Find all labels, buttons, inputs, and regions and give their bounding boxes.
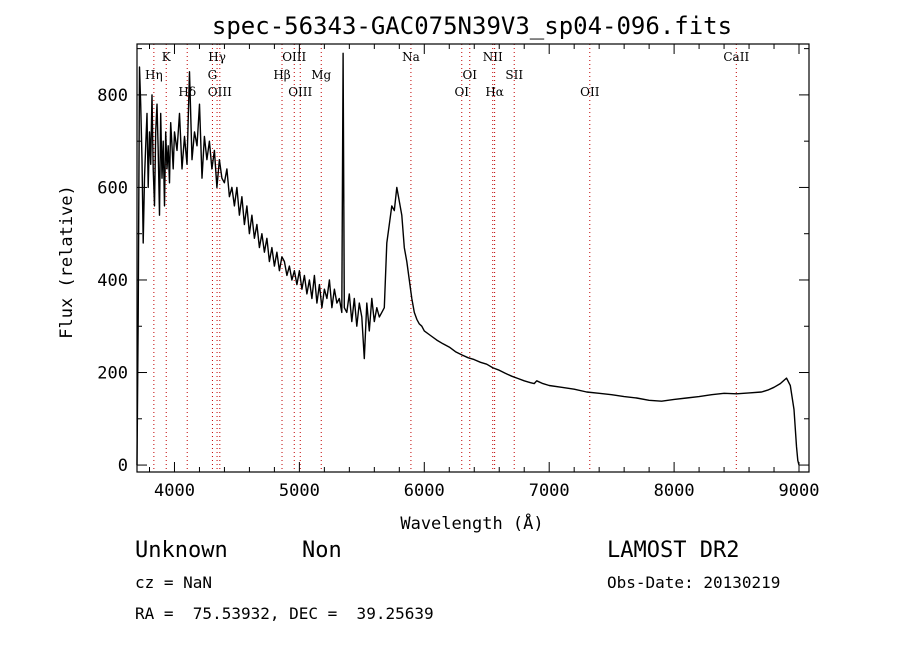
spectral-line-label: Mg <box>311 68 331 82</box>
object-class: Unknown <box>135 538 228 563</box>
spectral-line-label: Hη <box>145 68 163 82</box>
spectral-line-label: Na <box>402 50 420 64</box>
x-tick-label: 8000 <box>654 481 695 501</box>
observation-date: Obs-Date: 20130219 <box>607 573 781 592</box>
x-tick-label: 7000 <box>529 481 570 501</box>
x-tick-label: 4000 <box>154 481 195 501</box>
y-tick-label: 600 <box>97 178 128 198</box>
y-tick-label: 800 <box>97 86 128 106</box>
spectral-line-label: OIII <box>282 50 306 64</box>
x-tick-label: 6000 <box>404 481 445 501</box>
spectral-line-label: K <box>162 50 172 64</box>
spectral-line-label: OIII <box>208 85 232 99</box>
y-tick-label: 200 <box>97 364 128 384</box>
spectral-line-label: Hγ <box>208 50 226 64</box>
x-axis-label: Wavelength (Å) <box>400 512 543 534</box>
y-axis-label: Flux (relative) <box>57 185 77 339</box>
survey-name: LAMOST DR2 <box>607 538 740 563</box>
spectral-line-label: CaII <box>723 50 749 64</box>
spectral-line-label: Hβ <box>273 68 290 82</box>
x-axis-ticks: 4000 5000 6000 7000 8000 9000 <box>148 44 820 501</box>
x-tick-label: 5000 <box>279 481 320 501</box>
axes-frame <box>136 43 810 473</box>
spectral-line-label: G <box>208 68 218 82</box>
spectral-line-label: NII <box>483 50 503 64</box>
spectral-line-label: SII <box>505 68 523 82</box>
spectral-line-label: OI <box>454 85 469 99</box>
spectral-line-label: OIII <box>288 85 312 99</box>
spectrum-line <box>136 52 800 466</box>
x-tick-label: 9000 <box>779 481 820 501</box>
spectral-line-label: Hα <box>485 85 504 99</box>
plot-frame <box>136 43 810 473</box>
chart-title: spec-56343-GAC075N39V3_sp04-096.fits <box>212 12 732 40</box>
spectral-line-label: OI <box>462 68 477 82</box>
y-tick-label: 400 <box>97 271 128 291</box>
y-tick-label: 0 <box>118 456 128 476</box>
object-subclass: Non <box>302 538 342 563</box>
spectral-line-label: Hδ <box>178 85 196 99</box>
y-axis-ticks: 0 200 400 600 800 <box>97 48 809 476</box>
redshift-readout: cz = NaN <box>135 573 213 592</box>
spectral-line-label: OII <box>580 85 600 99</box>
ra-dec-readout: RA = 75.53932, DEC = 39.25639 <box>135 604 434 623</box>
spectral-line-markers <box>153 44 737 472</box>
